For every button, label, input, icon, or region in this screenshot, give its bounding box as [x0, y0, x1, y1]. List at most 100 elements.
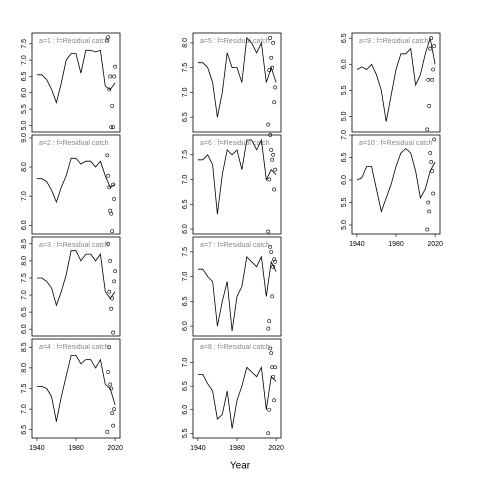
- y-tick-label: 6.0: [21, 220, 28, 230]
- y-tick-label: 5.5: [341, 198, 348, 208]
- point: [269, 55, 274, 60]
- point: [109, 306, 114, 311]
- y-tick-label: 7.0: [182, 272, 189, 282]
- y-tick-label: 7.5: [21, 384, 28, 394]
- panel-title: a=8 : f=Residual catch: [200, 344, 270, 351]
- y-tick-label: 7.5: [21, 273, 28, 283]
- point: [111, 125, 116, 129]
- point: [106, 35, 111, 40]
- panel-title: a=6 : f=Residual catch: [200, 140, 270, 147]
- point: [108, 382, 113, 387]
- point: [272, 187, 277, 192]
- x-tick-label: 1980: [229, 445, 245, 452]
- line: [36, 49, 116, 104]
- y-tick-label: 7.0: [182, 87, 189, 97]
- y-tick-label: 6.5: [182, 381, 189, 391]
- panel-frame: [31, 32, 121, 133]
- panel: a=7 : f=Residual catch 6.0 6.5 7.0 7.5: [182, 236, 282, 337]
- panel-frame: [192, 134, 282, 235]
- panel-frame: [351, 32, 441, 133]
- panel: a=1 : f=Residual catch 5.0 5.5 6.0 6.5 7.0 7.5: [21, 32, 121, 133]
- point: [273, 85, 278, 90]
- y-tick-label: 7.5: [182, 63, 189, 73]
- y-tick-label: 7.0: [182, 175, 189, 185]
- point: [109, 211, 114, 216]
- panel: a=10 : f=Residual catch 5.0 5.5 6.0 6.5 7.0 19…: [341, 130, 443, 248]
- point: [268, 36, 273, 40]
- panel: a=3 : f=Residual catch 6.0 6.5 7.0 7.5 8.0 8.5: [21, 236, 121, 337]
- y-tick-label: 5.5: [21, 104, 28, 114]
- point: [429, 160, 434, 164]
- point: [273, 365, 278, 370]
- x-tick-label: 1980: [388, 241, 404, 248]
- point: [270, 157, 275, 162]
- y-tick-label: 6.0: [21, 324, 28, 334]
- y-tick-label: 6.0: [182, 405, 189, 415]
- point: [429, 36, 434, 41]
- panel-title: a=1 : f=Residual catch: [39, 38, 109, 45]
- x-tick-label: 2020: [107, 445, 123, 452]
- panel-frame: [192, 338, 282, 439]
- panel: a=4 : f=Residual catch 6.5 7.0 7.5 8.0 8.5 194…: [21, 338, 123, 452]
- point: [112, 74, 117, 79]
- point: [106, 173, 111, 178]
- x-tick-label: 1940: [29, 445, 45, 452]
- line: [36, 157, 116, 204]
- x-tick-label: 1940: [349, 241, 365, 248]
- y-tick-label: 8.0: [21, 162, 28, 172]
- point: [105, 153, 110, 158]
- y-tick-label: 5.5: [182, 428, 189, 438]
- line: [197, 37, 277, 118]
- point: [430, 77, 435, 82]
- point: [272, 398, 277, 403]
- panel-frame: [192, 236, 282, 337]
- point: [110, 296, 115, 301]
- panel-frame: [31, 236, 121, 337]
- point: [271, 152, 276, 157]
- x-tick-label: 2020: [427, 241, 443, 248]
- line: [36, 250, 116, 307]
- y-tick-label: 5.5: [341, 85, 348, 95]
- point: [266, 229, 271, 234]
- panel-title: a=2 : f=Residual catch: [39, 140, 109, 147]
- point: [107, 185, 112, 190]
- point: [432, 137, 437, 142]
- point: [267, 407, 272, 412]
- line: [197, 138, 277, 215]
- y-tick-label: 7.5: [182, 247, 189, 257]
- x-axis-label: Year: [230, 461, 251, 472]
- point: [266, 122, 271, 127]
- x-tick-label: 2020: [268, 445, 284, 452]
- point: [426, 77, 431, 82]
- y-tick-label: 7.5: [182, 150, 189, 160]
- panel-frame: [31, 338, 121, 439]
- point: [430, 169, 435, 173]
- panel-title: a=3 : f=Residual catch: [39, 242, 109, 249]
- point: [266, 431, 271, 436]
- point: [273, 167, 278, 172]
- point: [267, 68, 272, 73]
- line: [197, 365, 277, 429]
- point: [110, 411, 115, 416]
- y-tick-label: 5.0: [341, 220, 348, 230]
- point: [110, 229, 115, 233]
- point: [110, 103, 115, 108]
- panel-title: a=9 : f=Residual catch: [359, 38, 429, 45]
- y-tick-label: 6.0: [182, 321, 189, 331]
- y-tick-label: 6.5: [21, 307, 28, 317]
- line: [356, 38, 436, 122]
- point: [269, 147, 274, 152]
- y-tick-label: 6.5: [341, 33, 348, 43]
- panel-frame: [192, 32, 282, 133]
- y-tick-label: 6.0: [182, 224, 189, 234]
- point: [107, 289, 112, 294]
- y-tick-label: 5.0: [21, 120, 28, 130]
- panel-frame: [31, 134, 121, 235]
- point: [271, 41, 276, 45]
- point: [108, 74, 113, 79]
- y-tick-label: 6.0: [341, 175, 348, 185]
- point: [270, 294, 275, 299]
- point: [271, 264, 276, 269]
- panel-title: a=10 : f=Residual catch: [359, 140, 433, 147]
